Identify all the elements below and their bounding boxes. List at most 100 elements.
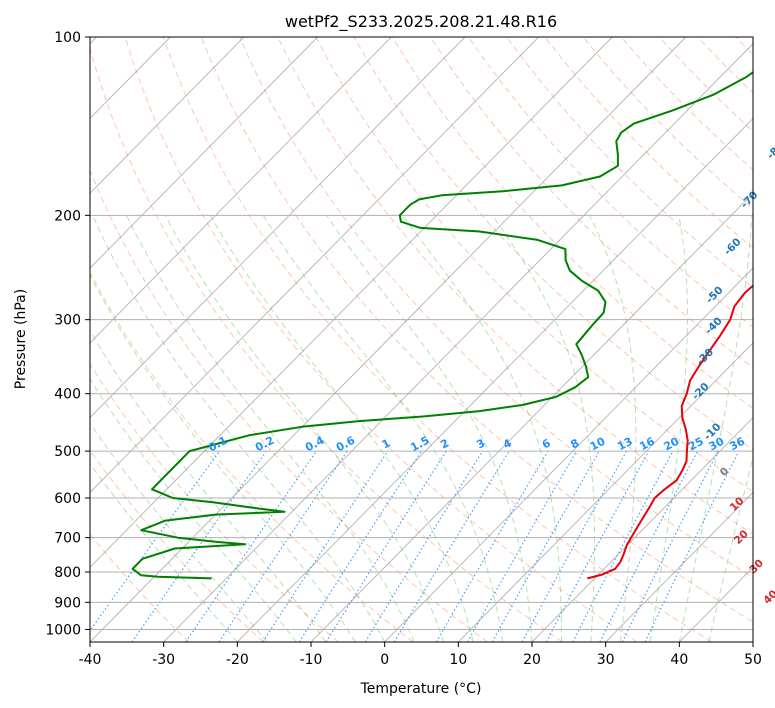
moist-adiabat bbox=[90, 378, 297, 642]
dry-adiabat bbox=[90, 169, 488, 642]
isotherm-label: -60 bbox=[722, 236, 744, 258]
mixing-ratio-line bbox=[393, 450, 510, 642]
moist-adiabat bbox=[649, 215, 688, 642]
isotherm-line bbox=[90, 37, 466, 419]
mixing-ratio-label: 20 bbox=[662, 435, 682, 454]
mixing-ratio-label: 30 bbox=[707, 435, 727, 454]
dry-adiabat bbox=[468, 37, 753, 328]
dry-adiabat bbox=[735, 37, 753, 56]
y-tick-label: 300 bbox=[54, 313, 81, 329]
y-tick-label: 700 bbox=[54, 531, 81, 547]
mixing-ratio-line bbox=[521, 450, 628, 642]
x-tick-label: 20 bbox=[523, 652, 541, 668]
isotherm-label: -20 bbox=[690, 381, 712, 403]
chart-title: wetPf2_S233.2025.208.21.48.R16 bbox=[285, 12, 557, 32]
y-tick-label: 200 bbox=[54, 208, 81, 224]
dry-adiabat bbox=[315, 37, 753, 493]
skewed-isotherms bbox=[90, 37, 753, 642]
isotherm-line bbox=[310, 192, 753, 642]
dry-adiabat bbox=[90, 363, 339, 642]
dry-adiabat bbox=[162, 37, 712, 642]
mixing-ratio-line bbox=[572, 450, 674, 642]
dry-adiabat bbox=[429, 37, 753, 369]
moist-adiabat bbox=[90, 462, 238, 642]
isotherm-line bbox=[90, 37, 318, 269]
isotherm-label: -80 bbox=[765, 140, 775, 162]
dry-adiabat bbox=[697, 37, 753, 94]
isotherm-line bbox=[163, 43, 753, 642]
dewpoint-profile-line bbox=[131, 71, 753, 580]
mixing-ratio-line bbox=[262, 450, 389, 642]
isotherm-line bbox=[605, 491, 753, 642]
mixing-ratio-label: 16 bbox=[637, 434, 657, 453]
x-tick-label: -30 bbox=[152, 652, 175, 668]
moist-adiabat bbox=[588, 215, 637, 642]
dry-adiabat bbox=[200, 37, 753, 623]
isotherm-label: 40 bbox=[761, 588, 775, 607]
isotherm-line bbox=[90, 37, 392, 344]
y-tick-label: 1000 bbox=[45, 622, 81, 638]
y-tick-label: 500 bbox=[54, 444, 81, 460]
mixing-ratio-line bbox=[545, 450, 650, 642]
x-axis-label: Temperature (°C) bbox=[360, 681, 482, 697]
x-tick-label: 30 bbox=[597, 652, 615, 668]
moist-adiabat bbox=[92, 215, 386, 642]
dry-adiabat bbox=[506, 37, 753, 288]
mixing-ratio-line bbox=[435, 450, 549, 642]
isotherm-line bbox=[384, 267, 753, 642]
mixing-ratio-line bbox=[298, 450, 423, 642]
isotherm-label: 30 bbox=[747, 557, 766, 576]
mixing-ratio-label: 36 bbox=[727, 434, 747, 453]
moist-adiabat bbox=[491, 215, 595, 642]
dry-adiabat bbox=[582, 37, 753, 210]
mixing-ratio-line bbox=[218, 450, 348, 642]
y-axis-label: Pressure (hPa) bbox=[13, 289, 29, 389]
isotherm-line bbox=[90, 37, 613, 568]
moist-adiabat bbox=[262, 215, 503, 642]
axis-ticks: -40 -30 -20 -10 0 10 20 30 40 5010020030040050060… bbox=[45, 30, 762, 668]
moist-adiabat bbox=[164, 215, 445, 642]
moist-adiabat bbox=[90, 274, 356, 642]
mixing-ratio-label: 6 bbox=[540, 436, 553, 451]
isotherm-label: 0 bbox=[718, 465, 732, 479]
mixing-ratio-line bbox=[599, 450, 699, 642]
x-tick-label: 40 bbox=[670, 652, 688, 668]
isotherm-line bbox=[90, 37, 245, 194]
mixing-ratio-line bbox=[185, 450, 317, 642]
dry-adiabat bbox=[391, 37, 753, 409]
mixing-ratio-line bbox=[491, 450, 600, 642]
mixing-ratio-line bbox=[364, 450, 484, 642]
temperature-profile-line bbox=[587, 284, 753, 580]
moist-adiabat bbox=[209, 215, 474, 642]
moist-adiabat bbox=[126, 215, 415, 642]
isotherm-line bbox=[679, 566, 753, 642]
plot-frame bbox=[89, 36, 754, 643]
mixing-ratio-label: 10 bbox=[588, 435, 608, 454]
dry-adiabat bbox=[90, 449, 264, 642]
dry-adiabat bbox=[239, 37, 753, 579]
y-tick-label: 400 bbox=[54, 387, 81, 403]
mixing-ratio-line bbox=[644, 450, 740, 642]
isotherm-label: -30 bbox=[694, 346, 716, 368]
dry-adiabat bbox=[620, 37, 753, 171]
moist-adiabat bbox=[326, 215, 533, 642]
moist-adiabat bbox=[90, 329, 327, 642]
x-tick-label: 50 bbox=[744, 652, 762, 668]
mixing-ratio-label: 25 bbox=[686, 435, 706, 454]
isotherm-label: -50 bbox=[704, 284, 726, 306]
isotherm-line bbox=[752, 641, 753, 642]
isotherm-line bbox=[90, 37, 687, 642]
line-labels: 0.10.20.40.611.52346810131620253036-100-… bbox=[206, 140, 775, 607]
isotherm-line bbox=[531, 416, 753, 642]
y-tick-label: 800 bbox=[54, 565, 81, 581]
y-tick-label: 600 bbox=[54, 491, 81, 507]
y-tick-label: 900 bbox=[54, 595, 81, 611]
mixing-ratio-label: 13 bbox=[615, 435, 635, 454]
mixing-ratio-line bbox=[325, 450, 447, 642]
dry-adiabat bbox=[90, 46, 563, 642]
moist-adiabats bbox=[90, 215, 753, 642]
x-tick-label: -10 bbox=[300, 652, 323, 668]
y-tick-label: 100 bbox=[54, 30, 81, 46]
isotherm-label: -70 bbox=[739, 189, 761, 211]
